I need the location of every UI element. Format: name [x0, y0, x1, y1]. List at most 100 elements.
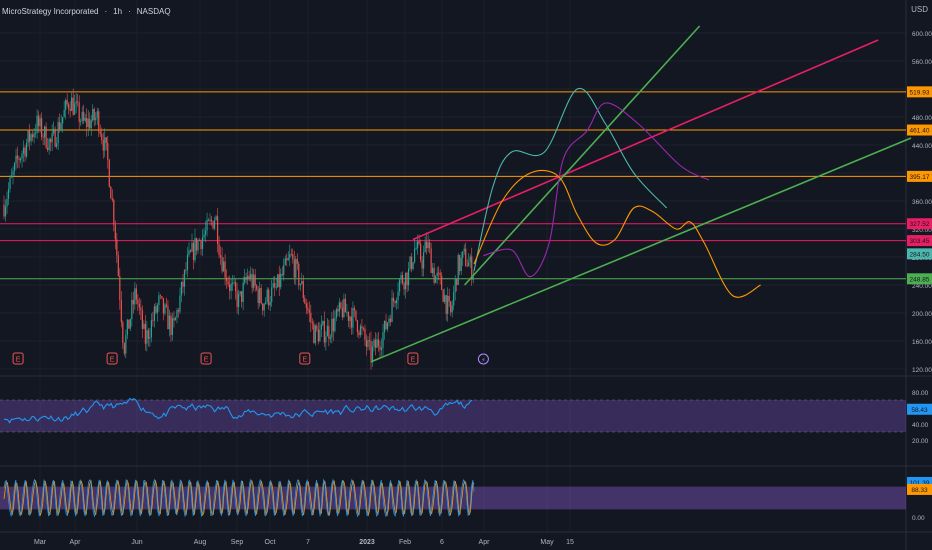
candle-body: [135, 288, 137, 300]
rsi-pane: [0, 397, 906, 433]
candle-body: [432, 267, 434, 274]
candle-body: [448, 295, 450, 302]
symbol-name[interactable]: MicroStrategy Incorporated: [2, 6, 99, 16]
time-tick-label: Oct: [265, 539, 276, 546]
candle-body: [138, 303, 140, 308]
candle-body: [445, 295, 447, 314]
candle-body: [128, 319, 130, 329]
event-markers: E E E E E ⚡: [12, 352, 489, 365]
candle-body: [27, 130, 29, 144]
candle-body: [170, 315, 172, 335]
candle-body: [207, 219, 210, 221]
candle-body: [424, 241, 426, 253]
time-tick-label: May: [540, 539, 554, 546]
candle-body: [116, 239, 118, 256]
candle-body: [83, 111, 85, 121]
candle-body: [232, 282, 234, 284]
candle-body: [225, 277, 228, 281]
candle-body: [59, 121, 61, 131]
candle-body: [123, 343, 125, 354]
candle-body: [105, 137, 107, 144]
candle-body: [212, 221, 214, 229]
time-tick-label: Aug: [194, 539, 207, 546]
time-tick-label: 7: [306, 539, 310, 546]
candle-body: [406, 272, 408, 286]
candle-body: [299, 283, 301, 286]
candle-body: [4, 206, 7, 217]
candle-body: [266, 289, 268, 302]
candle-body: [292, 254, 294, 260]
stoch-k-badge-label: 101.39: [910, 480, 930, 487]
candle-body: [313, 323, 315, 344]
candle-body: [129, 319, 131, 329]
candle-body: [260, 287, 262, 304]
candle-body: [344, 298, 347, 313]
candle-body: [287, 257, 289, 261]
price-tick-label: 240.00: [912, 283, 932, 290]
candle-body: [65, 99, 67, 110]
candle-body: [179, 295, 181, 312]
candle-body: [45, 126, 47, 148]
candle-body: [120, 300, 122, 323]
trendline: [464, 25, 701, 286]
candle-body: [53, 128, 55, 134]
candle-body: [353, 308, 356, 311]
candle-body: [421, 259, 423, 269]
candle-body: [3, 204, 5, 217]
candle-body: [77, 101, 79, 103]
candle-body: [41, 118, 43, 137]
candle-body: [201, 237, 204, 250]
candle-body: [362, 328, 365, 330]
candle-body: [370, 340, 372, 361]
candle-body: [397, 291, 399, 301]
candle-body: [328, 325, 330, 339]
earnings-marker-label: E: [411, 357, 416, 364]
candle-body: [472, 276, 474, 280]
candle-body: [192, 242, 195, 261]
interval[interactable]: 1h: [113, 6, 123, 16]
candle-body: [80, 120, 82, 122]
candle-body: [245, 277, 247, 280]
candle-body: [30, 134, 32, 142]
stoch-k-badge: [907, 476, 932, 488]
candle-body: [341, 307, 343, 318]
candle-body: [442, 289, 444, 302]
candle-body: [42, 136, 44, 138]
candle-body: [268, 289, 270, 306]
candle-body: [386, 322, 389, 330]
level-badge-label: 519.93: [910, 89, 930, 96]
candle-body: [271, 287, 273, 302]
candle-body: [265, 301, 267, 304]
candle-body: [471, 256, 473, 280]
candle-body: [89, 118, 91, 129]
candle-body: [305, 303, 307, 308]
candle-body: [394, 301, 396, 304]
candle-body: [153, 306, 155, 321]
candle-body: [332, 318, 334, 332]
candle-body: [144, 323, 146, 344]
price-badges: 519.93 461.40 395.17 327.52 303.45 248.85 284.…: [907, 86, 932, 495]
price-tick-label: 560.00: [912, 59, 932, 66]
candle-body: [410, 256, 413, 270]
level-badge: [907, 218, 932, 230]
stoch-d-badge: [907, 483, 932, 495]
candle-body: [377, 339, 380, 347]
candle-body: [9, 177, 11, 189]
candle-body: [203, 234, 205, 238]
candle-body: [283, 265, 285, 276]
projection-path: [473, 169, 761, 298]
candle-body: [16, 155, 19, 159]
candle-body: [417, 241, 419, 248]
candle-body: [251, 274, 253, 288]
candle-body: [57, 121, 59, 144]
candle-body: [326, 325, 328, 337]
earnings-marker: [12, 352, 24, 365]
exchange: NASDAQ: [136, 6, 171, 16]
candle-body: [50, 139, 52, 143]
candle-body: [162, 298, 165, 314]
candle-body: [331, 318, 333, 338]
candle-body: [314, 325, 316, 344]
candle-body: [460, 257, 462, 272]
